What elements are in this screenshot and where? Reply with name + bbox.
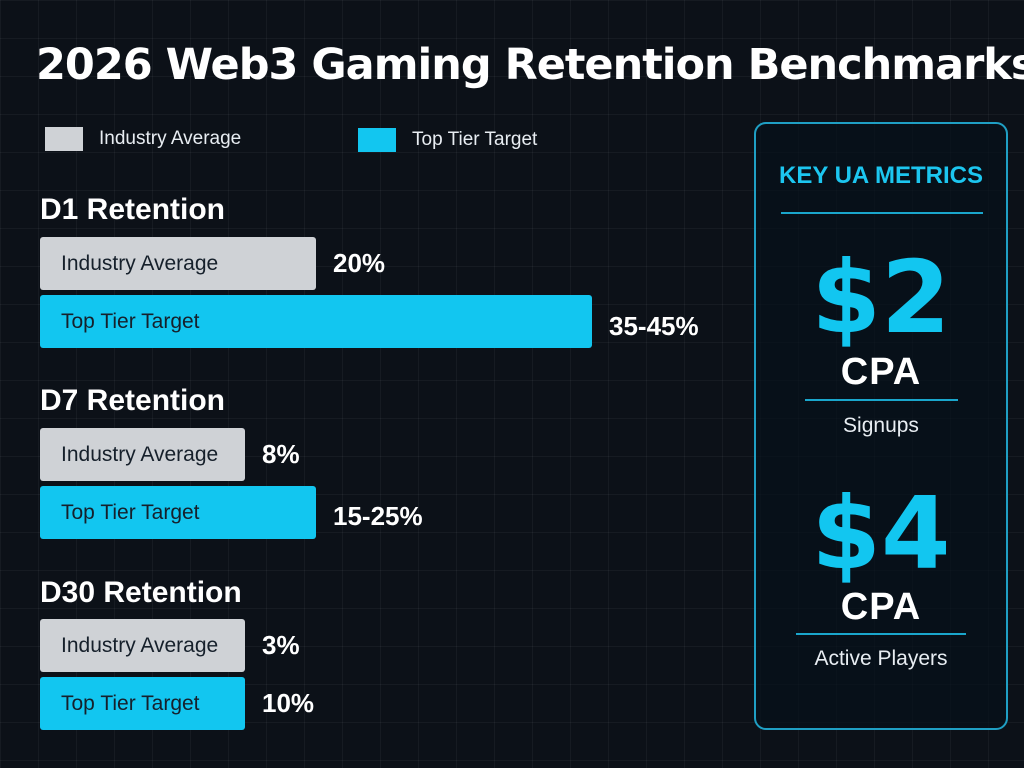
panel-title-divider: [781, 212, 983, 214]
bar-label: Top Tier Target: [61, 691, 200, 715]
bar-d1-industry-average: Industry Average: [40, 237, 316, 290]
section-title-d30: D30 Retention: [40, 576, 242, 609]
bar-d1-top-tier-target: Top Tier Target: [40, 295, 592, 348]
legend-swatch-industry-average: [45, 127, 83, 151]
metric-desc-signups: Signups: [843, 414, 919, 437]
legend-item-top-tier-target: Top Tier Target: [358, 126, 537, 154]
section-title-d7: D7 Retention: [40, 384, 226, 417]
bar-value-d30-industry-average: 3%: [262, 630, 300, 660]
metric-unit-active-players: CPA: [840, 586, 922, 628]
legend-label-industry-average: Industry Average: [99, 128, 242, 149]
metric-desc-active-players: Active Players: [814, 647, 948, 670]
bar-value-d1-top-tier-target: 35-45%: [609, 311, 699, 341]
bar-d7-top-tier-target: Top Tier Target: [40, 486, 316, 539]
metric-divider-signups: [805, 399, 958, 401]
metric-unit-signups: CPA: [840, 351, 922, 393]
chart-title: 2026 Web3 Gaming Retention Benchmarks: [36, 40, 1024, 90]
bar-label: Industry Average: [61, 251, 219, 275]
bar-label: Industry Average: [61, 633, 219, 657]
bar-label: Top Tier Target: [61, 500, 200, 524]
legend-label-top-tier-target: Top Tier Target: [412, 129, 538, 150]
bar-d7-industry-average: Industry Average: [40, 428, 245, 481]
bar-value-d1-industry-average: 20%: [333, 248, 386, 278]
legend-item-industry-average: Industry Average: [45, 125, 241, 153]
bar-label: Top Tier Target: [61, 309, 200, 333]
bar-label: Industry Average: [61, 442, 219, 466]
metric-value-signups: $2: [811, 239, 951, 356]
bar-value-d7-industry-average: 8%: [262, 439, 300, 469]
legend-swatch-top-tier-target: [358, 128, 396, 152]
bar-value-d7-top-tier-target: 15-25%: [333, 501, 423, 531]
bar-d30-top-tier-target: Top Tier Target: [40, 677, 245, 730]
metric-value-active-players: $4: [811, 475, 951, 592]
key-ua-metrics-panel: KEY UA METRICS $2 CPA Signups $4 CPA Act…: [754, 122, 1008, 730]
bar-d30-industry-average: Industry Average: [40, 619, 245, 672]
metric-divider-active-players: [796, 633, 966, 635]
bar-value-d30-top-tier-target: 10%: [262, 688, 315, 718]
panel-title: KEY UA METRICS: [778, 162, 984, 189]
section-title-d1: D1 Retention: [40, 193, 226, 226]
